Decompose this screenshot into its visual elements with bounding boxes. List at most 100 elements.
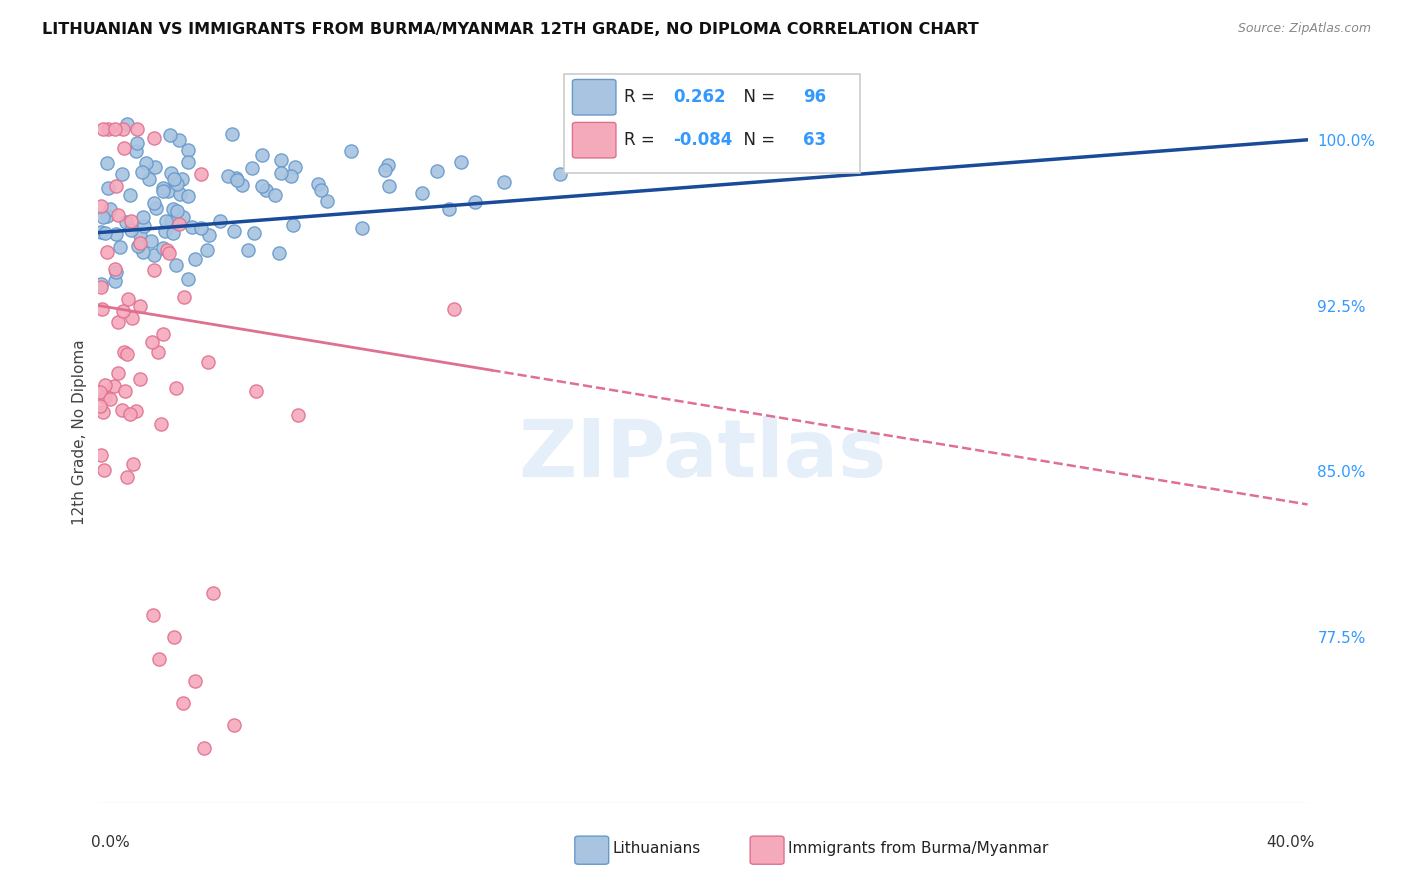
Point [374,163,396,178]
Point [339,144,361,158]
Point [270,165,292,179]
Point [240,161,263,175]
Point [162,226,184,240]
Point [167,217,190,231]
Point [287,409,309,423]
Text: 40.0%: 40.0% [1267,836,1315,850]
Point [107,208,129,222]
Point [127,136,149,150]
Point [250,148,273,162]
Point [280,169,302,183]
Point [93,210,115,224]
Point [110,240,132,254]
Point [115,347,138,361]
Point [160,214,183,228]
Point [143,263,166,277]
Text: N =: N = [734,131,780,149]
Point [96,156,118,170]
Point [93,463,115,477]
Point [264,187,287,202]
Point [94,227,117,241]
Point [250,178,273,193]
Text: Immigrants from Burma/Myanmar: Immigrants from Burma/Myanmar [787,841,1047,856]
Point [166,177,188,191]
Point [225,171,247,186]
FancyBboxPatch shape [572,79,616,115]
Point [111,121,134,136]
Point [120,188,142,202]
Point [190,221,212,235]
Point [120,407,142,421]
Point [231,178,253,192]
Point [127,239,149,253]
Point [93,377,115,392]
Point [177,272,200,286]
Point [90,280,112,294]
Point [128,228,150,243]
Point [139,234,162,248]
Point [115,470,138,484]
Point [226,173,249,187]
Point [90,448,112,462]
Point [245,384,267,399]
Point [129,372,152,386]
Point [120,214,142,228]
Point [135,155,157,169]
Point [145,201,167,215]
Point [150,417,173,431]
Point [548,167,571,181]
Point [103,379,125,393]
Point [89,399,111,413]
Point [450,155,472,169]
Point [221,127,243,141]
Point [107,366,129,380]
Point [181,219,204,234]
Point [117,117,139,131]
Point [169,186,191,201]
Point [142,248,165,262]
Point [177,189,200,203]
Point [127,121,149,136]
Point [90,301,112,316]
Point [96,245,118,260]
Point [131,164,153,178]
Point [443,301,465,316]
Text: -0.084: -0.084 [672,131,733,149]
Point [172,210,194,224]
Point [104,178,127,193]
Text: 96: 96 [803,88,827,106]
Point [270,153,292,168]
Point [122,457,145,471]
Point [90,199,112,213]
Text: Lithuanians: Lithuanians [613,841,700,856]
Point [104,121,127,136]
Text: R =: R = [624,88,661,106]
Point [142,607,165,622]
Point [89,384,111,399]
Point [114,384,136,398]
Point [97,180,120,194]
Point [267,245,290,260]
Point [198,228,221,243]
Point [98,392,121,407]
Point [166,203,188,218]
Point [112,141,135,155]
Point [111,167,134,181]
Point [315,194,337,208]
Point [492,175,515,189]
Point [160,166,183,180]
Text: LITHUANIAN VS IMMIGRANTS FROM BURMA/MYANMAR 12TH GRADE, NO DIPLOMA CORRELATION C: LITHUANIAN VS IMMIGRANTS FROM BURMA/MYAN… [42,22,979,37]
Point [190,167,212,181]
Point [117,292,139,306]
Point [307,177,329,191]
Point [152,184,174,198]
Point [97,121,120,136]
Point [177,154,200,169]
Point [378,178,401,193]
Point [167,133,190,147]
Point [165,381,187,395]
Point [173,289,195,303]
Point [141,334,163,349]
Point [162,172,184,186]
Text: ZIPatlas: ZIPatlas [519,416,887,494]
